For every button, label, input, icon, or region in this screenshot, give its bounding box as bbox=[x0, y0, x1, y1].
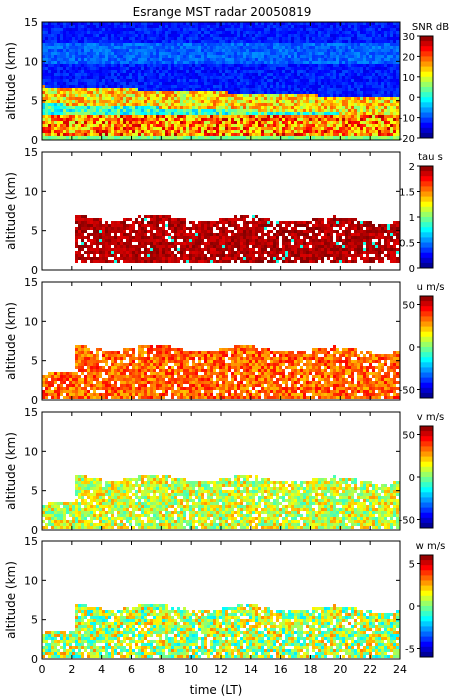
x-tick-label: 10 bbox=[184, 663, 198, 676]
y-tick-label: 10 bbox=[24, 315, 38, 328]
y-tick-label: 15 bbox=[24, 406, 38, 419]
colorbar-tick-label: -50 bbox=[399, 386, 415, 397]
y-tick-label: 0 bbox=[31, 653, 38, 666]
panel-5-field bbox=[42, 604, 400, 658]
y-tick-label: 5 bbox=[31, 485, 38, 498]
y-tick-label: 5 bbox=[31, 225, 38, 238]
y-tick-label: 5 bbox=[31, 355, 38, 368]
colorbar-tick-label: -5 bbox=[405, 645, 415, 656]
panel-1-field bbox=[42, 22, 400, 140]
colorbar-label: u m/s bbox=[417, 282, 445, 293]
y-axis-label: altitude (km) bbox=[4, 42, 18, 120]
x-tick-label: 4 bbox=[98, 663, 105, 676]
y-axis-label: altitude (km) bbox=[4, 561, 18, 639]
x-tick-label: 14 bbox=[244, 663, 258, 676]
colorbar-label: w m/s bbox=[416, 541, 446, 552]
panel-3-field bbox=[42, 345, 400, 399]
y-tick-label: 0 bbox=[31, 134, 38, 147]
x-tick-label: 12 bbox=[214, 663, 228, 676]
colorbar-5: w m/s5 0 -5 bbox=[405, 541, 445, 658]
colorbar-tick-label: 20 bbox=[402, 52, 415, 63]
x-tick-label: 2 bbox=[68, 663, 75, 676]
y-axis-label: altitude (km) bbox=[4, 172, 18, 250]
colorbar-tick-label: 0 bbox=[409, 602, 415, 613]
colorbar-tick-label: 1 bbox=[409, 213, 415, 224]
y-axis-label: altitude (km) bbox=[4, 432, 18, 510]
y-tick-label: 15 bbox=[24, 16, 38, 29]
x-axis-label: time (LT) bbox=[190, 683, 243, 697]
x-tick-label: 18 bbox=[304, 663, 318, 676]
colorbar-4: v m/s50 0 -50 bbox=[399, 412, 444, 529]
y-axis-label: altitude (km) bbox=[4, 302, 18, 380]
colorbar-tick-label: 1.5 bbox=[399, 188, 415, 199]
colorbar-tick-label: 30 bbox=[402, 32, 415, 43]
colorbar-tick-label: 0 bbox=[409, 93, 415, 104]
colorbar-tick-label: 10 bbox=[402, 73, 415, 84]
x-tick-label: 6 bbox=[128, 663, 135, 676]
colorbar-tick-label: 0 bbox=[409, 343, 415, 354]
y-tick-label: 0 bbox=[31, 264, 38, 277]
colorbar-tick-label: 2 bbox=[409, 162, 415, 173]
panel-2-field bbox=[75, 215, 400, 263]
colorbar-tick-label: -20 bbox=[399, 134, 415, 145]
panel-4: 0 5 10 15 altitude (km) v m/s50 0 -50 bbox=[4, 406, 444, 537]
colorbar-tick-label: 0 bbox=[409, 264, 415, 275]
y-tick-label: 5 bbox=[31, 614, 38, 627]
colorbar-2: tau s2 1.5 1 0.5 0 bbox=[399, 152, 443, 275]
colorbar-tick-label: 50 bbox=[402, 431, 415, 442]
y-tick-label: 10 bbox=[24, 185, 38, 198]
y-tick-label: 15 bbox=[24, 146, 38, 159]
colorbar-tick-label: 0.5 bbox=[399, 239, 415, 250]
colorbar-tick-label: 50 bbox=[402, 301, 415, 312]
panel-3: 0 5 10 15 altitude (km) u m/s50 0 -50 bbox=[4, 276, 444, 407]
x-tick-label: 8 bbox=[158, 663, 165, 676]
figure-title: Esrange MST radar 20050819 bbox=[133, 5, 312, 19]
colorbar-label: SNR dB bbox=[412, 22, 449, 33]
x-tick-label: 24 bbox=[393, 663, 407, 676]
y-tick-label: 0 bbox=[31, 394, 38, 407]
colorbar-tick-label: 0 bbox=[409, 473, 415, 484]
x-tick-label: 20 bbox=[333, 663, 347, 676]
x-tick-label: 0 bbox=[39, 663, 46, 676]
y-tick-label: 10 bbox=[24, 445, 38, 458]
x-tick-label: 22 bbox=[363, 663, 377, 676]
y-tick-label: 10 bbox=[24, 574, 38, 587]
y-tick-label: 15 bbox=[24, 276, 38, 289]
colorbar-label: tau s bbox=[418, 152, 443, 163]
colorbar-tick-label: -50 bbox=[399, 516, 415, 527]
colorbar-tick-label: 5 bbox=[409, 560, 415, 571]
colorbar-label: v m/s bbox=[417, 412, 444, 423]
colorbar-tick-label: -10 bbox=[399, 114, 415, 125]
colorbar-3: u m/s50 0 -50 bbox=[399, 282, 445, 399]
y-tick-label: 0 bbox=[31, 524, 38, 537]
y-tick-label: 15 bbox=[24, 535, 38, 548]
x-tick-label: 16 bbox=[274, 663, 288, 676]
panel-4-field bbox=[42, 475, 400, 529]
y-tick-label: 5 bbox=[31, 95, 38, 108]
panel-2: 0 5 10 15 altitude (km) tau s2 1.5 1 0.5 0 bbox=[4, 146, 443, 277]
y-tick-label: 10 bbox=[24, 55, 38, 68]
